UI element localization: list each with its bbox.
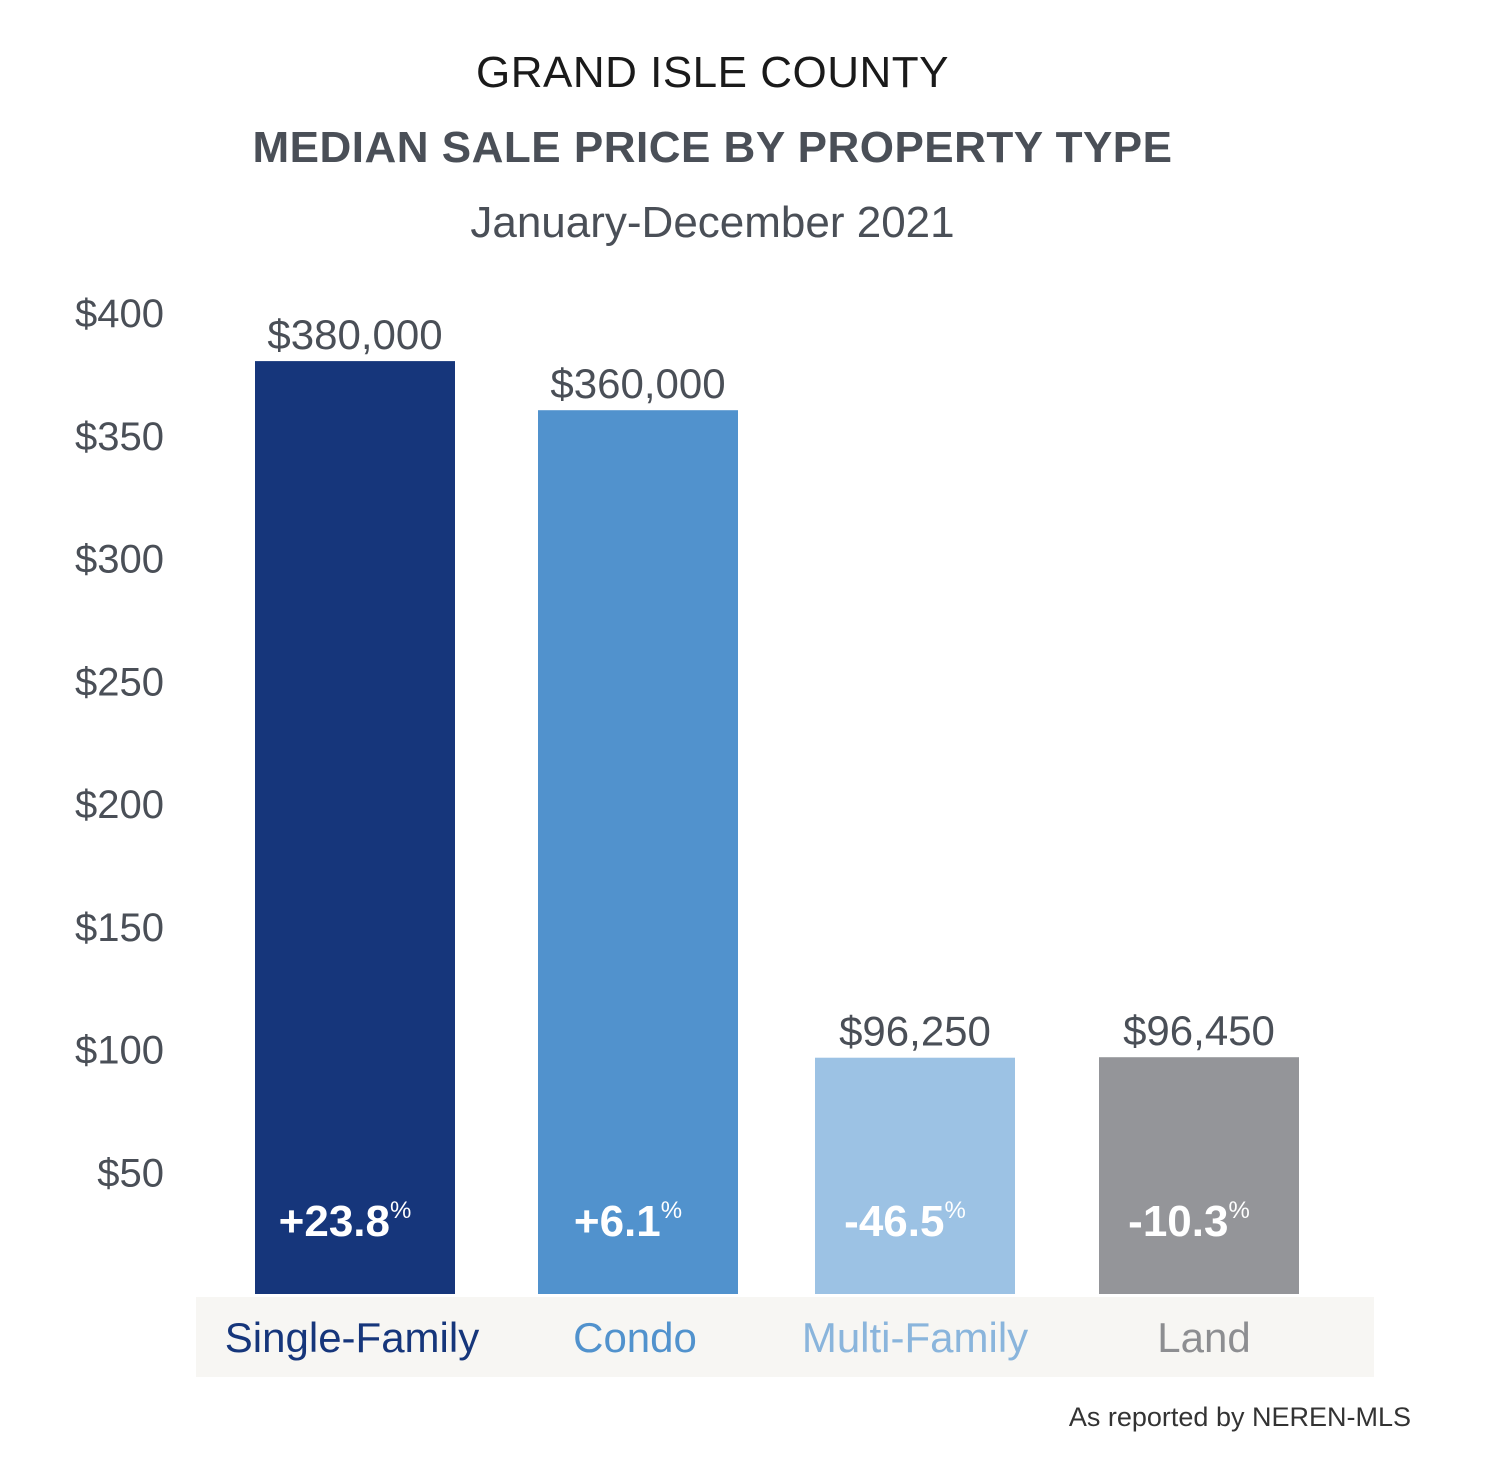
data-label: $380,000 [267, 311, 442, 358]
y-tick-label: $200 [75, 783, 164, 827]
y-tick-label: $400 [75, 292, 164, 336]
source-note: As reported by NEREN-MLS [1068, 1402, 1411, 1432]
category-label: Multi-Family [802, 1314, 1028, 1361]
data-label: $96,450 [1123, 1007, 1275, 1054]
y-tick-label: $150 [75, 906, 164, 950]
change-label: +23.8% [279, 1197, 412, 1246]
y-tick-label: $350 [75, 415, 164, 459]
percent-sign: % [944, 1197, 965, 1224]
bar [815, 1057, 1015, 1294]
y-tick-label: $100 [75, 1029, 164, 1073]
percent-sign: % [1228, 1197, 1249, 1224]
bar [255, 361, 455, 1295]
percent-sign: % [390, 1197, 411, 1224]
chart-subtitle: MEDIAN SALE PRICE BY PROPERTY TYPE [252, 123, 1173, 172]
category-band [196, 1297, 1374, 1377]
category-label: Land [1157, 1314, 1250, 1361]
y-tick-label: $250 [75, 660, 164, 704]
chart-period: January-December 2021 [470, 198, 955, 247]
y-tick-label: $300 [75, 538, 164, 582]
y-tick-label: $50 [97, 1151, 164, 1195]
data-label: $360,000 [550, 360, 725, 407]
bar-chart: $400 $350 $300 $250 $200 $150 $100 $50 $380,000 +… [75, 292, 1374, 1377]
bar [538, 410, 738, 1294]
category-label: Single-Family [225, 1314, 479, 1361]
percent-sign: % [661, 1197, 682, 1224]
data-label: $96,250 [839, 1008, 991, 1055]
bar [1099, 1057, 1299, 1294]
chart-title: GRAND ISLE COUNTY [475, 48, 949, 97]
category-label: Condo [573, 1314, 697, 1361]
